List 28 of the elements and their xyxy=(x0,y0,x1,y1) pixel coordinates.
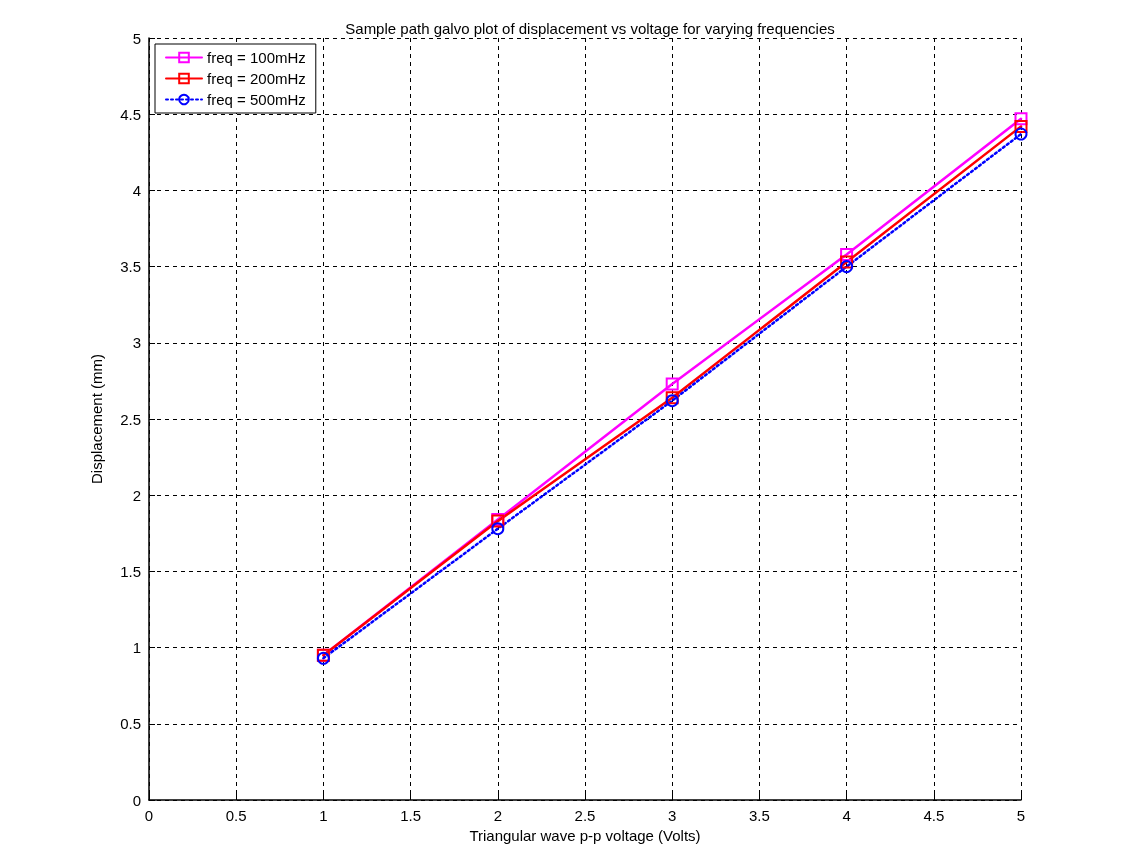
legend-label: freq = 500mHz xyxy=(207,91,306,108)
x-tick-label: 4 xyxy=(842,807,851,824)
x-tick-label: 2.5 xyxy=(574,807,596,824)
legend-label: freq = 200mHz xyxy=(207,70,306,87)
y-tick-label: 1 xyxy=(132,639,141,657)
y-tick-label: 4 xyxy=(132,181,141,199)
x-tick-label: 4.5 xyxy=(923,807,945,824)
x-tick-label: 0 xyxy=(144,807,154,824)
y-tick-label: 1.5 xyxy=(120,562,141,580)
x-tick-label: 5 xyxy=(1016,807,1026,824)
x-tick-label: 1.5 xyxy=(400,807,422,824)
y-tick-label: 5 xyxy=(132,29,141,47)
y-tick-label: 0 xyxy=(132,791,141,809)
x-tick-label: 3.5 xyxy=(748,807,770,824)
x-tick-label: 0.5 xyxy=(225,807,247,824)
y-tick-label: 2.5 xyxy=(120,410,141,428)
x-tick-label: 2 xyxy=(493,807,502,824)
y-tick-label: 3.5 xyxy=(120,258,141,276)
y-tick-label: 2 xyxy=(132,486,141,504)
x-axis-title: Triangular wave p-p voltage (Volts) xyxy=(469,827,701,844)
y-axis-title: Displacement (mm) xyxy=(88,353,105,485)
x-tick-label: 3 xyxy=(668,807,677,824)
chart-title: Sample path galvo plot of displacement vs voltage for varying frequencies xyxy=(345,20,835,37)
x-tick-label: 1 xyxy=(319,807,328,824)
legend-label: freq = 100mHz xyxy=(207,49,306,66)
y-tick-label: 3 xyxy=(132,334,141,352)
y-tick-label: 0.5 xyxy=(120,715,141,733)
y-tick-label: 4.5 xyxy=(120,105,141,123)
